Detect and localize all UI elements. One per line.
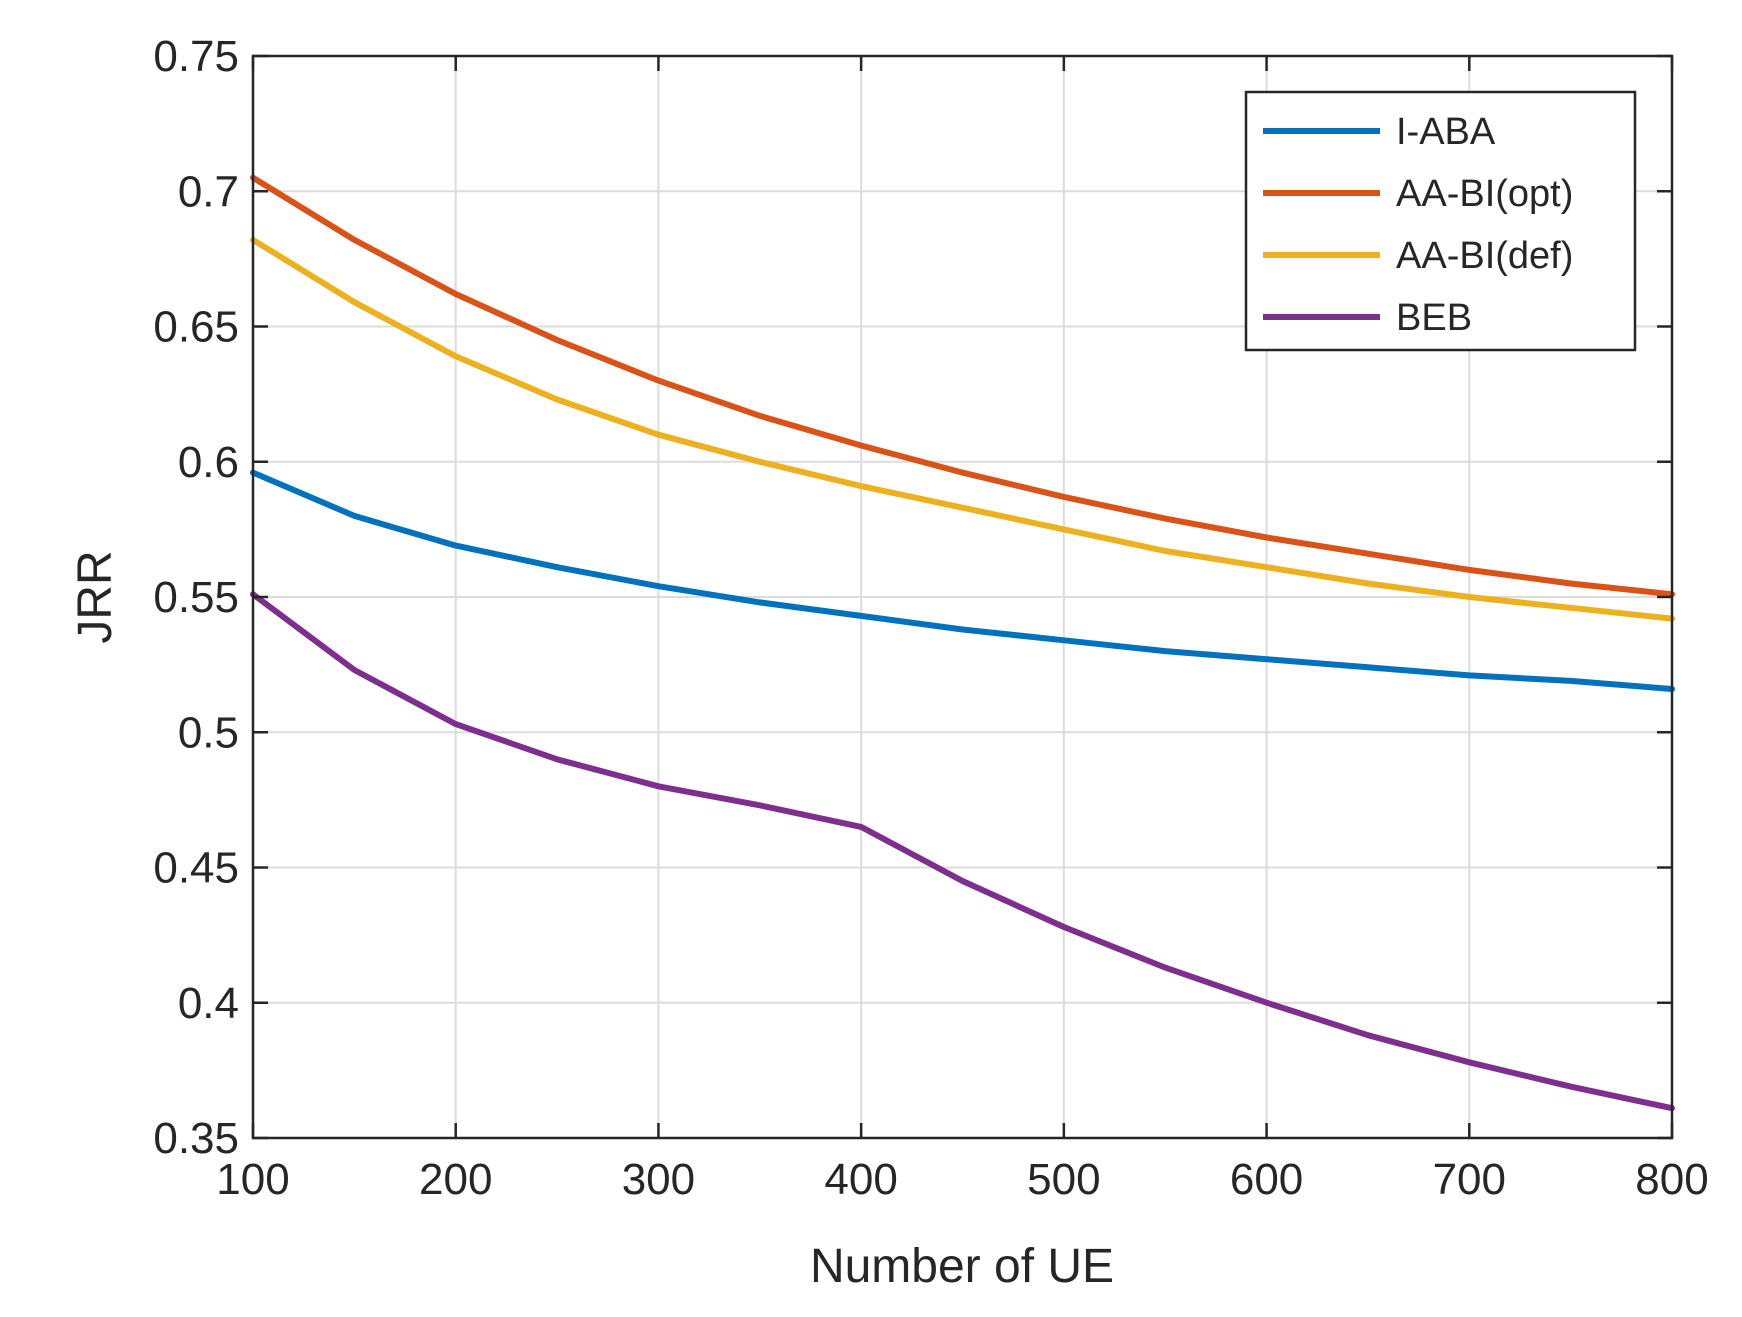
x-tick-label: 300: [622, 1155, 695, 1204]
legend: I-ABA AA-BI(opt) AA-BI(def) BEB: [1244, 90, 1637, 352]
y-tick-label: 0.75: [153, 32, 239, 81]
y-tick-label: 0.4: [178, 979, 239, 1028]
legend-label-aa-bi-def: AA-BI(def): [1396, 235, 1573, 277]
y-tick-label: 0.65: [153, 303, 239, 352]
x-tick-label: 800: [1635, 1155, 1708, 1204]
y-tick-label: 0.55: [153, 573, 239, 622]
x-tick-label: 500: [1027, 1155, 1100, 1204]
series-line-aa-bi-def: [250, 236, 1675, 622]
ticks: [251, 54, 1674, 1140]
series-line-i-aba: [250, 469, 1675, 692]
legend-label-i-aba: I-ABA: [1396, 111, 1496, 153]
legend-label-beb: BEB: [1396, 297, 1472, 339]
x-tick-label: 600: [1230, 1155, 1303, 1204]
legend-box: [1244, 90, 1637, 352]
series-line-beb: [250, 591, 1675, 1112]
x-tick-label: 700: [1433, 1155, 1506, 1204]
legend-label-aa-bi-opt: AA-BI(opt): [1396, 173, 1573, 215]
y-tick-label: 0.45: [153, 844, 239, 893]
series-line-aa-bi-opt: [250, 174, 1675, 598]
tick-labels: 100 200 300 400 500 600 700 800 0.35 0.4 0.45 0.5 0.…: [153, 32, 1708, 1204]
y-tick-label: 0.5: [178, 708, 239, 757]
x-axis-title: Number of UE: [810, 1240, 1114, 1293]
y-tick-label: 0.35: [153, 1114, 239, 1163]
y-axis-title: JRR: [69, 550, 122, 643]
x-tick-label: 100: [216, 1155, 289, 1204]
y-tick-label: 0.7: [178, 167, 239, 216]
y-tick-label: 0.6: [178, 438, 239, 487]
x-tick-label: 400: [824, 1155, 897, 1204]
x-tick-label: 200: [419, 1155, 492, 1204]
series-layer: [250, 174, 1675, 1112]
